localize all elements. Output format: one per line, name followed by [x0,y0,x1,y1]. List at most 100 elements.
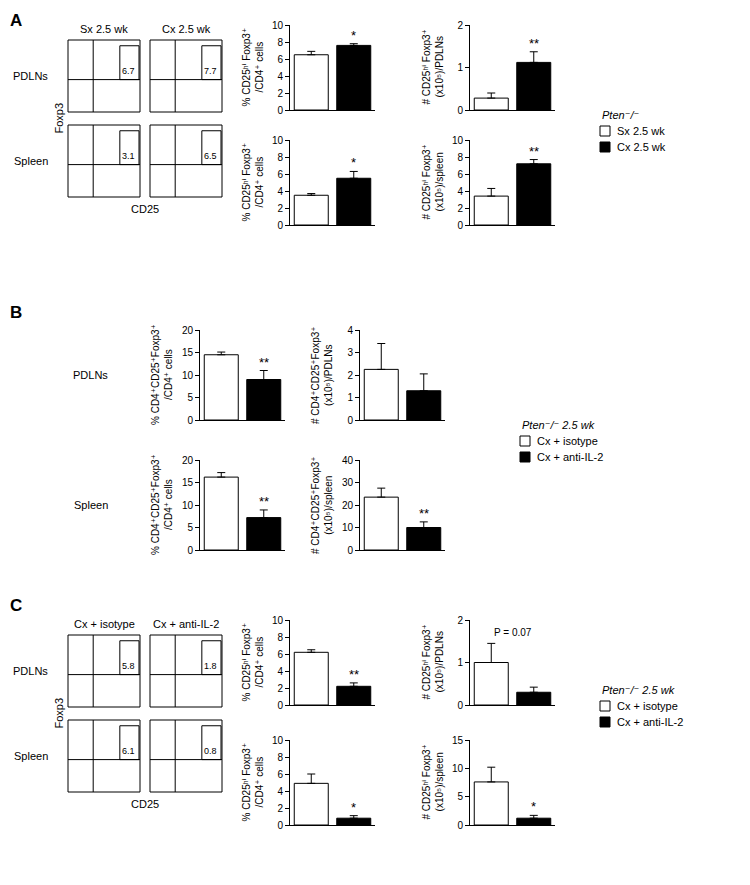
svg-text:# CD25ʰⁱ Foxp3⁺(x10⁵)/PDLNs: # CD25ʰⁱ Foxp3⁺(x10⁵)/PDLNs [421,29,445,104]
svg-text:8: 8 [277,632,283,643]
svg-text:20: 20 [182,455,194,466]
svg-text:0.8: 0.8 [204,746,217,756]
svg-text:6: 6 [277,169,283,180]
svg-text:2: 2 [457,20,463,31]
svg-text:C: C [10,596,22,615]
svg-text:0: 0 [277,820,283,831]
svg-text:5: 5 [457,791,463,802]
svg-text:40: 40 [342,455,354,466]
svg-text:# CD4⁺CD25⁺Foxp3⁺(x10⁵)/PDLNs: # CD4⁺CD25⁺Foxp3⁺(x10⁵)/PDLNs [310,326,334,424]
svg-text:Cx + anti-IL-2: Cx + anti-IL-2 [537,451,603,463]
svg-text:2: 2 [457,615,463,626]
svg-text:Sx 2.5 wk: Sx 2.5 wk [617,125,665,137]
svg-text:10: 10 [272,735,284,746]
svg-text:*: * [531,799,536,814]
svg-text:0: 0 [347,415,353,426]
svg-text:Cx + isotype: Cx + isotype [537,435,598,447]
svg-text:A: A [10,11,22,30]
svg-text:Foxp3: Foxp3 [53,103,65,134]
svg-text:0: 0 [277,220,283,231]
svg-text:3: 3 [347,347,353,358]
svg-text:CD25: CD25 [131,203,159,215]
svg-text:Pten⁻/⁻ 2.5 wk: Pten⁻/⁻ 2.5 wk [522,419,595,431]
svg-text:% CD25ʰⁱ Foxp3⁺/CD4⁺ cells: % CD25ʰⁱ Foxp3⁺/CD4⁺ cells [241,623,265,702]
svg-text:20: 20 [342,500,354,511]
svg-text:4: 4 [347,325,353,336]
svg-text:4: 4 [277,666,283,677]
svg-text:4: 4 [277,786,283,797]
svg-text:1.8: 1.8 [204,661,217,671]
svg-text:Cx + anti-IL-2: Cx + anti-IL-2 [617,716,683,728]
svg-text:2: 2 [277,683,283,694]
svg-text:1: 1 [457,62,463,73]
svg-text:% CD25ʰⁱ Foxp3⁺/CD4⁺ cells: % CD25ʰⁱ Foxp3⁺/CD4⁺ cells [241,143,265,222]
svg-text:15: 15 [182,347,194,358]
svg-text:CD25: CD25 [131,798,159,810]
svg-text:1: 1 [347,392,353,403]
svg-text:Cx + isotype: Cx + isotype [74,618,135,630]
svg-text:15: 15 [182,477,194,488]
svg-text:0: 0 [347,545,353,556]
svg-text:Cx 2.5 wk: Cx 2.5 wk [162,23,211,35]
svg-text:2: 2 [277,88,283,99]
svg-text:% CD25ʰⁱ Foxp3⁺/CD4⁺ cells: % CD25ʰⁱ Foxp3⁺/CD4⁺ cells [241,28,265,107]
svg-text:10: 10 [272,20,284,31]
svg-text:10: 10 [272,615,284,626]
svg-text:5: 5 [187,522,193,533]
svg-text:*: * [351,28,356,43]
svg-text:Foxp3: Foxp3 [53,698,65,729]
svg-text:1: 1 [457,657,463,668]
svg-text:% CD4⁺CD25⁺Foxp3⁺/CD4⁺ cells: % CD4⁺CD25⁺Foxp3⁺/CD4⁺ cells [150,454,174,555]
svg-text:6.5: 6.5 [204,151,217,161]
svg-text:20: 20 [182,325,194,336]
svg-text:6.7: 6.7 [122,66,135,76]
svg-text:**: ** [259,355,269,370]
svg-text:# CD25ʰⁱ Foxp3⁺(x10⁵)/spleen: # CD25ʰⁱ Foxp3⁺(x10⁵)/spleen [421,744,445,819]
svg-text:**: ** [529,144,539,159]
svg-text:5.8: 5.8 [122,661,135,671]
svg-text:2: 2 [347,370,353,381]
svg-text:6.1: 6.1 [122,746,135,756]
svg-text:8: 8 [277,152,283,163]
svg-text:0: 0 [187,415,193,426]
svg-text:**: ** [259,494,269,509]
svg-text:0: 0 [457,220,463,231]
svg-text:*: * [351,155,356,170]
svg-text:6: 6 [277,54,283,65]
svg-text:6: 6 [277,769,283,780]
svg-text:# CD4⁺CD25⁺Foxp3⁺(x10⁵)/spleen: # CD4⁺CD25⁺Foxp3⁺(x10⁵)/spleen [310,456,334,554]
svg-text:8: 8 [277,37,283,48]
svg-text:0: 0 [457,820,463,831]
svg-text:PDLNs: PDLNs [13,70,48,82]
svg-text:10: 10 [342,522,354,533]
svg-text:Sx 2.5 wk: Sx 2.5 wk [80,23,128,35]
svg-text:PDLNs: PDLNs [73,369,108,381]
svg-text:30: 30 [342,477,354,488]
svg-text:4: 4 [457,186,463,197]
svg-text:0: 0 [457,105,463,116]
svg-text:Spleen: Spleen [14,750,48,762]
svg-text:% CD4⁺CD25⁺Foxp3⁺/CD4⁺ cells: % CD4⁺CD25⁺Foxp3⁺/CD4⁺ cells [150,324,174,425]
svg-text:7.7: 7.7 [204,66,217,76]
svg-text:Pten⁻/⁻ 2.5 wk: Pten⁻/⁻ 2.5 wk [602,684,675,696]
svg-text:2: 2 [457,203,463,214]
svg-text:0: 0 [187,545,193,556]
svg-text:8: 8 [457,152,463,163]
svg-text:15: 15 [452,735,464,746]
svg-text:6: 6 [277,649,283,660]
svg-text:0: 0 [277,700,283,711]
svg-text:Cx + isotype: Cx + isotype [617,700,678,712]
svg-text:**: ** [419,506,429,521]
svg-text:**: ** [349,667,359,682]
svg-text:4: 4 [277,186,283,197]
svg-text:# CD25ʰⁱ Foxp3⁺(x10⁵)/spleen: # CD25ʰⁱ Foxp3⁺(x10⁵)/spleen [421,144,445,219]
svg-text:Pten⁻/⁻: Pten⁻/⁻ [602,109,639,121]
svg-text:10: 10 [182,370,194,381]
svg-text:10: 10 [452,763,464,774]
svg-text:P = 0.07: P = 0.07 [494,627,532,638]
svg-text:4: 4 [277,71,283,82]
svg-text:# CD25ʰⁱ Foxp3⁺(x10⁵)/PDLNs: # CD25ʰⁱ Foxp3⁺(x10⁵)/PDLNs [421,624,445,699]
svg-text:% CD25ʰⁱ Foxp3⁺/CD4⁺ cells: % CD25ʰⁱ Foxp3⁺/CD4⁺ cells [241,743,265,822]
svg-text:8: 8 [277,752,283,763]
svg-text:*: * [351,800,356,815]
